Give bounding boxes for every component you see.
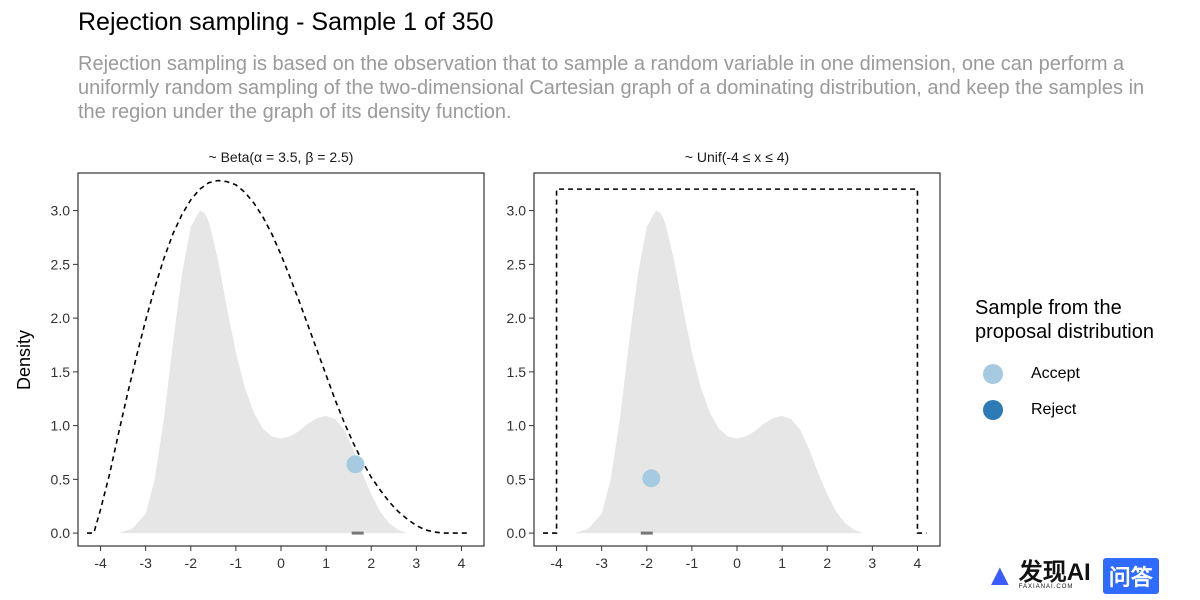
y-tick-label: 1.5: [507, 364, 527, 380]
x-tick-label: -2: [641, 555, 654, 571]
legend-item-accept: Accept: [975, 356, 1154, 392]
y-tick-label: 0.5: [51, 471, 71, 487]
y-tick-label: 0.0: [51, 525, 71, 541]
x-tick-label: -1: [230, 555, 243, 571]
logo-wordmark: 发现AI FAXIANAI.COM: [1018, 559, 1091, 591]
y-tick-label: 2.5: [51, 256, 71, 272]
target-density-area: [574, 210, 882, 534]
chart-subtitle: Rejection sampling is based on the obser…: [78, 53, 1145, 123]
y-tick-label: 0.5: [507, 471, 527, 487]
x-tick-label: 1: [322, 555, 330, 571]
y-tick-label: 2.0: [51, 310, 71, 326]
x-tick-label: 1: [778, 555, 786, 571]
panel-strip-label: ~ Unif(-4 ≤ x ≤ 4): [685, 149, 789, 165]
legend-label-reject: Reject: [1031, 401, 1077, 418]
y-tick-label: 1.0: [507, 418, 527, 434]
sample-point: [346, 455, 365, 474]
ai-logo-icon: ▲: [985, 559, 1015, 592]
x-tick-label: 3: [868, 555, 876, 571]
x-tick-label: 0: [733, 555, 741, 571]
x-tick-label: 4: [914, 555, 922, 571]
logo-badge: 问答: [1102, 558, 1159, 594]
x-tick-label: -4: [94, 555, 107, 571]
x-tick-label: -2: [185, 555, 198, 571]
y-tick-label: 2.0: [507, 310, 527, 326]
legend-label-accept: Accept: [1031, 365, 1080, 382]
y-tick-label: 3.0: [51, 203, 71, 219]
x-tick-label: -3: [595, 555, 608, 571]
x-tick-label: 0: [277, 555, 285, 571]
x-tick-label: 4: [458, 555, 466, 571]
x-tick-label: -3: [139, 555, 152, 571]
x-tick-label: -1: [686, 555, 699, 571]
y-tick-label: 0.0: [507, 525, 527, 541]
legend-title: Sample from the proposal distribution: [975, 297, 1154, 343]
legend: Sample from the proposal distribution Ac…: [975, 296, 1154, 428]
watermark-logo: ▲ 发现AI FAXIANAI.COM 问答: [985, 558, 1159, 594]
y-tick-label: 1.0: [51, 418, 71, 434]
x-tick-label: 2: [367, 555, 375, 571]
panel-beta: ~ Beta(α = 3.5, β = 2.5) -4 -3 -2 -1 0 1 2 3 4 0.0…: [51, 149, 485, 571]
target-density-area: [118, 210, 426, 534]
panel-uniform: ~ Unif(-4 ≤ x ≤ 4) -4 -3 -2 -1 0 1 2 3 4 0.0 0.5 1.0…: [507, 149, 941, 571]
envelope-dashed-line: [87, 179, 469, 534]
sample-point: [642, 469, 661, 488]
y-tick-label: 3.0: [507, 203, 527, 219]
logo-subtext: FAXIANAI.COM: [1018, 584, 1074, 590]
legend-key-reject: [983, 400, 1003, 420]
x-tick-label: 2: [823, 555, 831, 571]
x-tick-label: 3: [412, 555, 420, 571]
chart-title: Rejection sampling - Sample 1 of 350: [78, 8, 494, 36]
envelope-dashed-line: [543, 188, 927, 534]
y-tick-label: 1.5: [51, 364, 71, 380]
legend-item-reject: Reject: [975, 392, 1154, 428]
panel-strip-label: ~ Beta(α = 3.5, β = 2.5): [209, 149, 354, 165]
logo-text: 发现AI: [1018, 559, 1091, 586]
y-tick-label: 2.5: [507, 256, 527, 272]
legend-key-accept: [983, 364, 1003, 384]
y-axis-label: Density: [14, 330, 34, 390]
x-tick-label: -4: [550, 555, 563, 571]
